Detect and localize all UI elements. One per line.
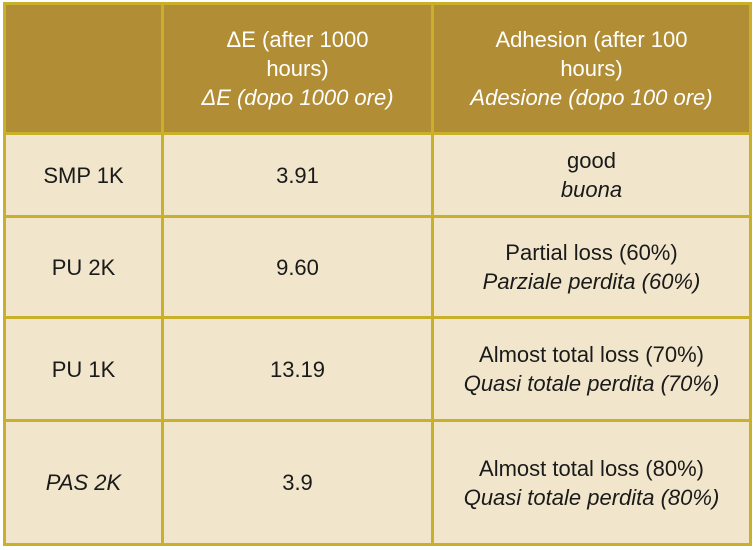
row-adhesion-en: Almost total loss (80%) [479, 455, 704, 481]
row-adhesion-it: Parziale perdita (60%) [482, 269, 701, 294]
row-adhesion-cell: Almost total loss (80%) Quasi totale per… [434, 422, 749, 543]
row-adhesion-it: buona [560, 177, 623, 202]
row-adhesion-cell: Almost total loss (70%) Quasi totale per… [434, 319, 749, 419]
row-adhesion-it: Quasi totale perdita (70%) [463, 371, 720, 396]
row-name: SMP 1K [43, 162, 124, 188]
row-delta-e: 3.91 [276, 162, 319, 188]
header-delta-e-line1: ΔE (after 1000 [226, 27, 369, 52]
row-adhesion-it: Quasi totale perdita (80%) [463, 484, 720, 510]
header-adhesion-italian: Adesione (dopo 100 ore) [470, 85, 713, 110]
row-delta-e: 13.19 [269, 356, 326, 382]
row-delta-e: 3.9 [282, 470, 313, 495]
row-name: PU 1K [51, 356, 116, 382]
header-adhesion: Adhesion (after 100 hours) Adesione (dop… [434, 5, 749, 132]
row-delta-e-cell: 3.9 [164, 422, 431, 543]
row-delta-e-cell: 9.60 [164, 218, 431, 316]
header-adhesion-line2: hours) [560, 56, 623, 81]
row-adhesion-cell: Partial loss (60%) Parziale perdita (60%… [434, 218, 749, 316]
row-name-cell: PAS 2K [6, 422, 161, 543]
header-delta-e-line2: hours) [266, 56, 329, 81]
header-adhesion-line1: Adhesion (after 100 [495, 27, 688, 52]
row-adhesion-en: Almost total loss (70%) [479, 342, 704, 367]
row-name-cell: SMP 1K [6, 135, 161, 215]
row-name: PU 2K [51, 254, 116, 280]
row-delta-e-cell: 3.91 [164, 135, 431, 215]
header-delta-e-italian: ΔE (dopo 1000 ore) [201, 85, 394, 110]
comparison-table: ΔE (after 1000 hours) ΔE (dopo 1000 ore)… [3, 2, 752, 546]
row-name: PAS 2K [45, 470, 122, 495]
row-adhesion-en: Partial loss (60%) [505, 240, 678, 265]
row-delta-e: 9.60 [276, 254, 319, 280]
header-empty-cell [6, 5, 161, 132]
row-adhesion-en: good [567, 148, 616, 173]
row-name-cell: PU 1K [6, 319, 161, 419]
row-name-cell: PU 2K [6, 218, 161, 316]
row-delta-e-cell: 13.19 [164, 319, 431, 419]
header-delta-e: ΔE (after 1000 hours) ΔE (dopo 1000 ore) [164, 5, 431, 132]
row-adhesion-cell: good buona [434, 135, 749, 215]
